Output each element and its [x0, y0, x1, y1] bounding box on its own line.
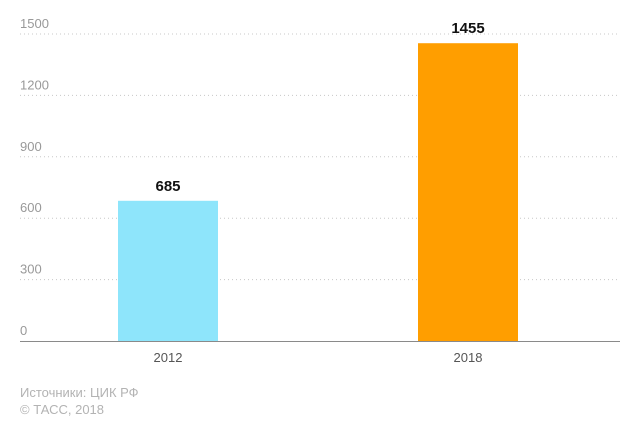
y-axis-tick-labels: 0 300 600 900 1200 1500 [20, 16, 49, 338]
bar [118, 200, 218, 341]
data-label: 685 [155, 178, 180, 195]
gridlines [20, 33, 620, 281]
x-tick-label: 2018 [454, 350, 483, 365]
y-tick-label: 600 [20, 200, 42, 215]
y-tick-label: 300 [20, 262, 42, 277]
chart-footer: Источники: ЦИК РФ © ТАСС, 2018 [20, 384, 139, 418]
bars [118, 43, 518, 342]
data-label: 1455 [451, 20, 484, 37]
y-tick-label: 1500 [20, 16, 49, 31]
source-note: Источники: ЦИК РФ [20, 385, 139, 400]
bar [418, 43, 518, 342]
x-axis-category-labels: 2012 2018 [154, 350, 483, 365]
y-tick-label: 0 [20, 323, 27, 338]
y-tick-label: 900 [20, 139, 42, 154]
y-tick-label: 1200 [20, 77, 49, 92]
copyright-note: © ТАСС, 2018 [20, 402, 105, 417]
x-tick-label: 2012 [154, 350, 183, 365]
data-labels: 685 1455 [155, 20, 484, 195]
